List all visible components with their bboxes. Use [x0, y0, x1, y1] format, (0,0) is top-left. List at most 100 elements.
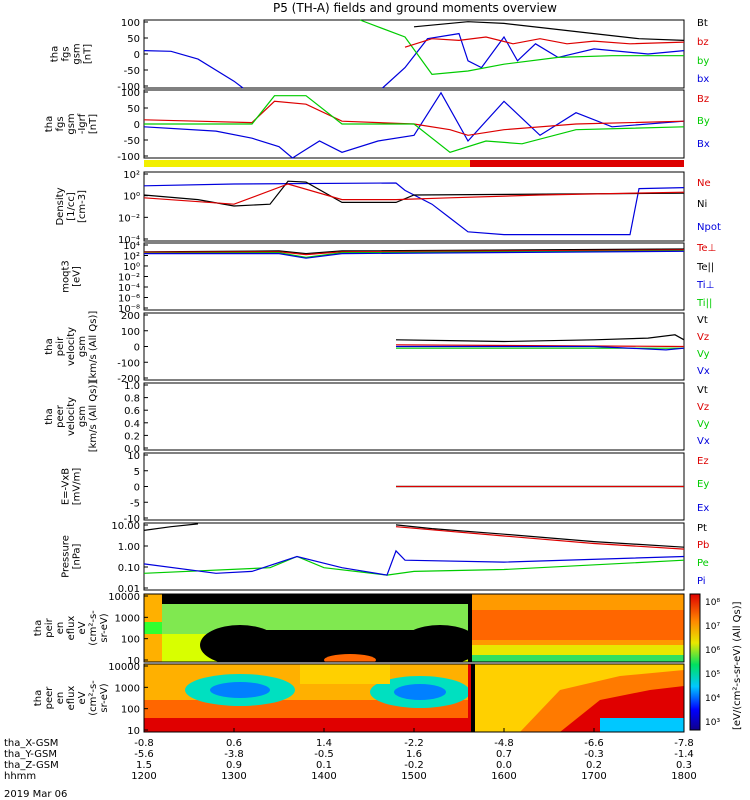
x-tick-value: 1400 — [311, 771, 336, 782]
y-axis-label: [nPa] — [72, 543, 83, 569]
y-tick-label: 0.8 — [124, 394, 140, 405]
series-line-Npot — [143, 182, 685, 236]
legend-entry: Te⊥ — [696, 243, 716, 254]
y-tick-label: 5 — [134, 467, 140, 478]
x-tick-value: 1200 — [131, 771, 156, 782]
legend-entry: Pb — [697, 540, 709, 551]
y-tick-label: 0.2 — [124, 431, 140, 442]
x-tick-value: 0.9 — [226, 760, 242, 771]
panel-9: 10000 1000 100 10 tha peir en eflux eV (cm²-s-sr-… — [33, 592, 685, 667]
y-axis-label: [nT] — [88, 114, 99, 134]
y-axis-label: E=-VxB — [61, 468, 72, 505]
x-tick-value: 0.7 — [496, 749, 512, 760]
series-line-Vt — [395, 334, 685, 343]
panel-frame — [143, 171, 685, 242]
x-tick-value: -0.3 — [584, 749, 604, 760]
legend-entry: Vx — [697, 436, 710, 447]
y-axis-label: tha — [33, 690, 44, 706]
panel-frame — [143, 522, 685, 591]
legend-entry: Ex — [697, 503, 709, 514]
x-tick-value: -0.2 — [404, 760, 424, 771]
y-tick-label: 0.4 — [124, 419, 140, 430]
y-tick-label: 10⁻² — [118, 213, 140, 224]
y-axis-label: velocity — [66, 327, 77, 366]
colorbar-tick-label: 10⁷ — [705, 622, 720, 632]
y-tick-label: 100 — [121, 635, 140, 646]
series-line-Pt — [395, 524, 685, 548]
colorbar-strip — [689, 593, 701, 731]
y-tick-label: 0 — [134, 120, 140, 131]
panel-1: 100 50 0 -50 -100 tha fgs gsm [nT] Bt bz by bx — [50, 18, 710, 93]
legend-entry: Vy — [697, 349, 710, 360]
y-tick-label: 10² — [123, 252, 140, 263]
legend-entry: by — [697, 56, 709, 67]
panel-10: 10000 1000 100 10 tha peer en eflux eV (cm²-s-sr-… — [33, 662, 685, 737]
panel-5: 200 100 0 -100 -200 tha peir velocity gsm [km/s (… — [44, 311, 710, 385]
y-tick-label: 0 — [134, 343, 140, 354]
legend-entry: Ti⊥ — [696, 280, 714, 291]
y-axis-label: gsm — [72, 43, 83, 64]
y-tick-label: 100 — [121, 18, 140, 29]
flag-bar-fast — [470, 160, 684, 167]
series-line-Bt — [413, 21, 685, 41]
y-tick-label: 10⁻⁸ — [118, 304, 140, 315]
y-axis-label: gsm — [77, 336, 88, 357]
legend-entry: Ti|| — [696, 298, 712, 309]
y-tick-label: 1000 — [115, 613, 140, 624]
y-axis-label: [nT] — [83, 44, 94, 64]
y-axis-label: sr-eV) — [99, 683, 110, 712]
panel-frame — [143, 382, 685, 451]
x-row-label: hhmm — [4, 771, 36, 782]
y-tick-label: 10⁻⁴ — [118, 283, 140, 294]
legend-entry: By — [697, 116, 710, 127]
y-tick-label: -5 — [130, 498, 140, 509]
y-axis-label: sr-eV) — [99, 613, 110, 642]
panel-6: 1.0 0.80.6 0.40.2 0.0 tha peer velocity gsm [km/… — [44, 381, 710, 455]
legend-entry: Ne — [697, 178, 711, 189]
x-tick-value: 1800 — [671, 771, 696, 782]
y-axis-label: en — [55, 622, 66, 635]
y-axis-label: gsm — [66, 113, 77, 134]
panel-frame — [143, 593, 685, 663]
y-axis-label: tha — [44, 408, 55, 424]
series-line-Pe — [143, 555, 685, 576]
y-axis-label: en — [55, 692, 66, 705]
x-tick-value: 1.5 — [136, 760, 152, 771]
y-tick-label: 1000 — [115, 683, 140, 694]
x-tick-value: 0.0 — [496, 760, 512, 771]
y-axis-label: tha — [44, 338, 55, 354]
x-axis-table: tha_X-GSM -0.8 0.6 1.4 -2.2 -4.8 -6.6 -7.8 tha_Y… — [4, 728, 697, 782]
y-tick-label: 0.10 — [118, 563, 140, 574]
series-line-bx — [382, 32, 685, 89]
y-axis-label: moqt3 — [61, 260, 72, 293]
colorbar-tick-label: 10⁵ — [705, 670, 720, 680]
y-tick-label: 0.6 — [124, 406, 140, 417]
y-tick-label: 10.00 — [111, 521, 140, 532]
panel-frame — [143, 19, 685, 89]
x-tick-value: 1300 — [221, 771, 246, 782]
series-line-bx — [143, 50, 244, 89]
series-line-Bx — [143, 91, 685, 159]
y-tick-label: 10⁰ — [123, 262, 140, 273]
x-tick-value: -4.8 — [494, 738, 514, 749]
spectrogram-ion — [144, 594, 684, 662]
y-tick-label: 1.0 — [124, 381, 140, 392]
x-tick-value: 1600 — [491, 771, 516, 782]
x-row-label: tha_X-GSM — [4, 738, 58, 749]
series-line-Ti — [144, 250, 685, 259]
spectrogram-electron — [144, 664, 684, 732]
legend-entry: Te|| — [696, 262, 714, 273]
legend-entry: Bx — [697, 139, 710, 150]
series-line-Pi — [143, 549, 685, 576]
panel-3: 10² 10⁰ 10⁻² 10⁻⁴ Density [1/cc] [cm-3] Ne Ni Npo… — [55, 170, 721, 246]
y-tick-label: 10 — [127, 451, 140, 462]
y-axis-label: peir — [44, 617, 55, 637]
colorbar-tick-label: 10⁴ — [705, 694, 720, 704]
series-line-By — [144, 95, 685, 153]
colorbar-label: [eV/(cm²-s-sr-eV) (All Qs)] — [732, 601, 743, 730]
y-tick-label: 10⁰ — [123, 192, 140, 203]
y-tick-label: 100 — [121, 88, 140, 99]
